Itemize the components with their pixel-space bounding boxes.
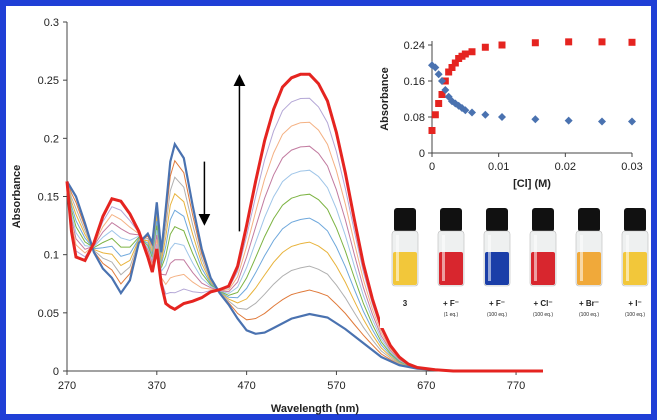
inset-square-point [445, 68, 453, 76]
inset-y-tick-label: 0.16 [404, 76, 425, 88]
inset-square-point [565, 38, 573, 46]
vial-highlight [626, 235, 629, 281]
inset-square-point [438, 91, 446, 98]
inset-square-point [481, 43, 489, 51]
intermediate-spectrum-line [66, 181, 454, 372]
vial-label: + Cl⁻ [533, 299, 552, 308]
inset-diamond-point [434, 70, 443, 79]
inset-y-tick-label: 0 [419, 148, 425, 160]
main-x-tick-label: 270 [58, 380, 76, 392]
inset-diamond-point [531, 115, 540, 124]
vial-sublabel: (100 eq.) [487, 312, 507, 318]
inset-square-point [451, 59, 459, 67]
vial [391, 208, 419, 287]
inset-x-tick-label: 0 [429, 161, 435, 173]
intermediate-spectrum-line [66, 181, 454, 372]
vials-background [380, 196, 646, 328]
vial-sublabel: (100 eq.) [579, 312, 599, 318]
main-y-tick-label: 0.15 [38, 192, 59, 204]
inset-background [380, 26, 646, 194]
inset-square-point [431, 111, 439, 119]
vial-highlight [396, 235, 399, 281]
main-x-tick-label: 670 [417, 380, 435, 392]
main-x-tick-label: 770 [507, 380, 525, 392]
vial-sublabel: (100 eq.) [533, 312, 553, 318]
intermediate-spectrum-line [66, 145, 454, 372]
intermediate-spectrum-line [66, 121, 454, 372]
vial-cap [578, 208, 600, 232]
vial-sublabel: (1 eq.) [444, 312, 459, 318]
main-y-tick-label: 0 [53, 366, 59, 378]
inset-diamond-point [481, 110, 490, 119]
main-y-tick-label: 0.05 [38, 308, 59, 320]
main-x-axis-title: Wavelength (nm) [271, 403, 360, 415]
inset-y-tick-label: 0.08 [404, 112, 425, 124]
main-y-tick-label: 0.3 [44, 17, 59, 29]
vial [437, 208, 465, 287]
intermediate-spectrum-line [66, 181, 454, 372]
vial-highlight [534, 235, 537, 281]
main-y-axis-title: Absorbance [11, 165, 23, 229]
inset-square-point [461, 50, 469, 58]
initial-spectrum-line [66, 141, 543, 373]
inset-x-tick-label: 0.03 [621, 161, 642, 173]
inset-diamond-point [468, 108, 476, 117]
inset-diamond-point [461, 106, 470, 115]
main-y-tick-label: 0.1 [44, 250, 59, 262]
vial-cap [486, 208, 508, 232]
intermediate-spectrum-line [66, 159, 454, 372]
main-x-tick-label: 570 [327, 380, 345, 392]
vial-cap [624, 208, 646, 232]
inset-diamond-point [441, 86, 450, 94]
vial-label: + F⁻ [443, 299, 459, 308]
inset-y-axis-title: Absorbance [379, 67, 391, 131]
inset-square-point [628, 38, 636, 46]
vial-cap [440, 208, 462, 232]
inset-square-point [498, 41, 506, 49]
inset-diamond-point [498, 113, 506, 121]
inset-y-tick-label: 0.24 [404, 40, 425, 52]
inset-diamond-point [564, 116, 573, 125]
vial [483, 208, 511, 287]
vial [529, 208, 557, 287]
vial-label: + I⁻ [628, 299, 641, 308]
inset-square-point [598, 38, 606, 46]
vial-sublabel: (100 eq.) [625, 312, 645, 318]
main-x-tick-label: 470 [237, 380, 255, 392]
inset-square-point [435, 100, 443, 107]
vial-highlight [488, 235, 491, 281]
main-y-tick-label: 0.25 [38, 75, 59, 87]
inset-diamond-point [438, 77, 446, 85]
main-x-tick-label: 370 [148, 380, 166, 392]
vial-highlight [442, 235, 445, 281]
inset-diamond-point [628, 117, 636, 126]
intermediate-spectrum-line [66, 176, 454, 372]
inset-square-point [531, 39, 539, 47]
inset-x-tick-label: 0.02 [555, 161, 576, 173]
vial-cap [394, 208, 416, 232]
inset-square-point [428, 127, 436, 134]
inset-x-tick-label: 0.01 [488, 161, 509, 173]
vial [575, 208, 603, 287]
final-spectrum-line [65, 72, 543, 373]
vial-label: + Br⁻ [579, 299, 599, 308]
vial [621, 208, 649, 287]
vial-cap [532, 208, 554, 232]
vial-label: 3 [403, 299, 408, 308]
inset-x-axis-title: [Cl] (M) [513, 178, 551, 190]
intermediate-spectrum-line [66, 169, 454, 372]
vial-highlight [580, 235, 583, 281]
inset-square-point [468, 48, 476, 56]
inset-square-point [448, 64, 456, 71]
inset-diamond-point [598, 117, 606, 126]
vial-label: + F⁻ [489, 299, 505, 308]
inset-diamond-point [431, 63, 440, 72]
main-y-tick-label: 0.2 [44, 133, 59, 145]
